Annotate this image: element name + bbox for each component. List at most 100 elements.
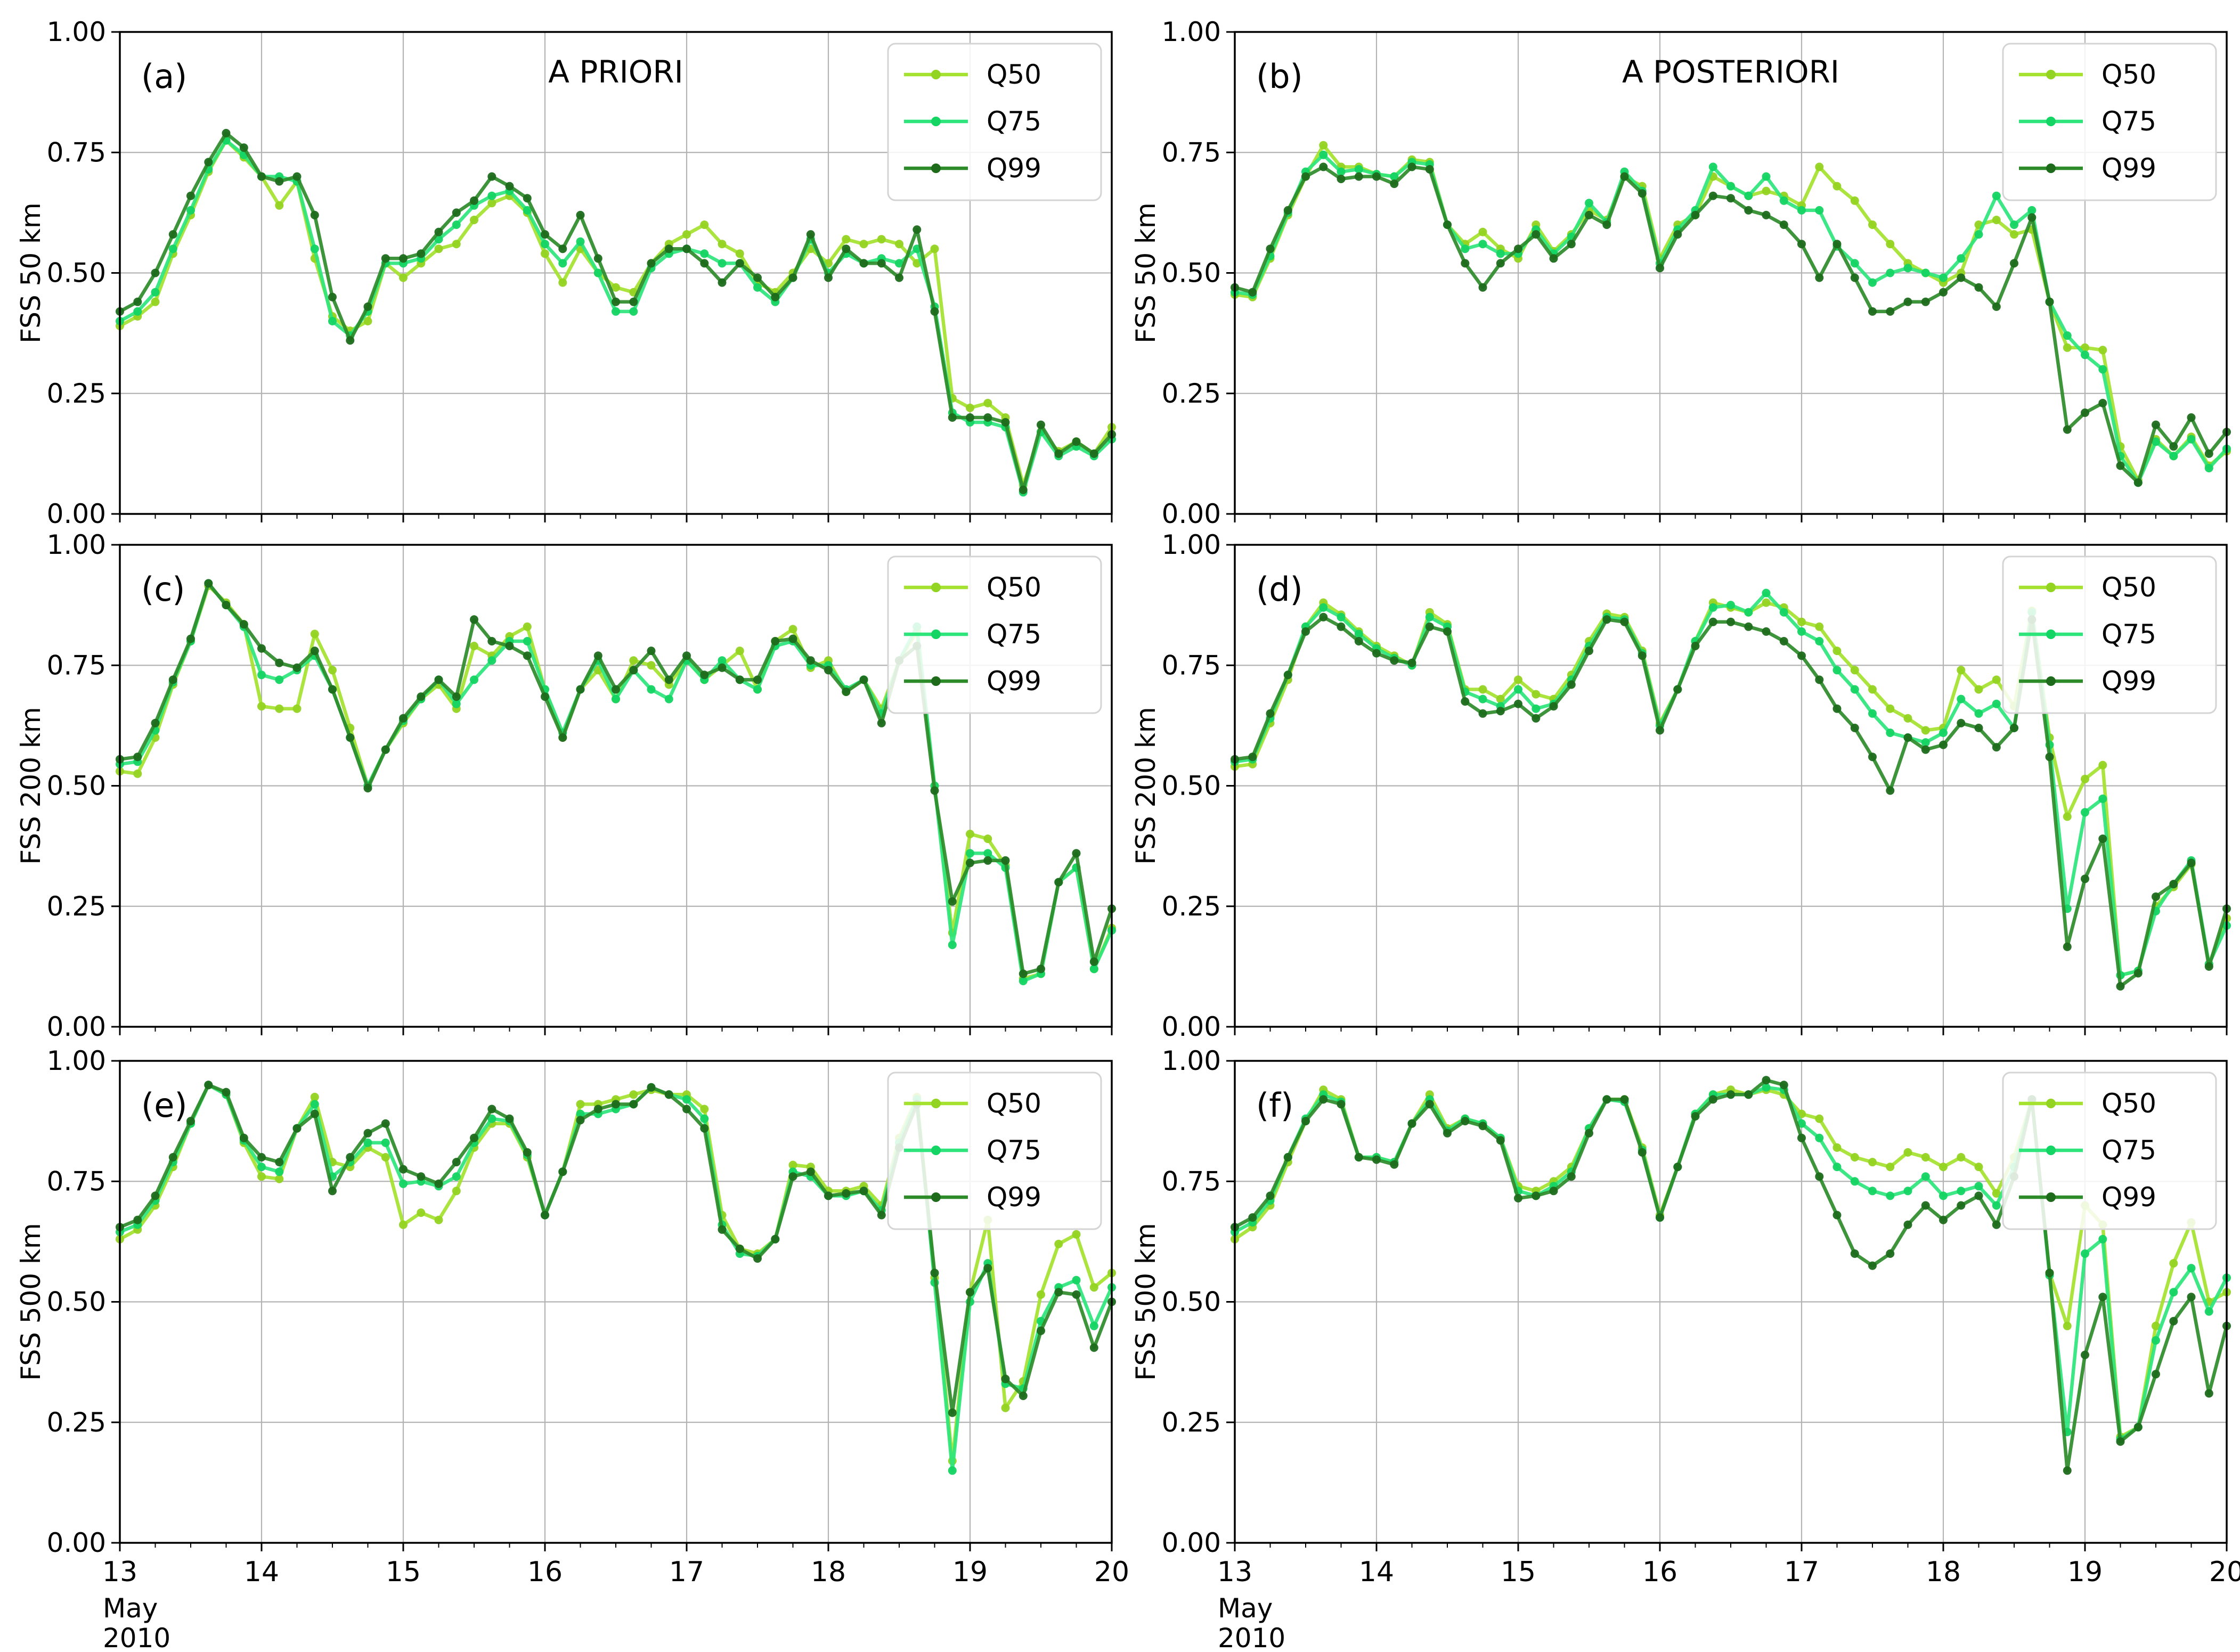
data-point <box>1957 666 1966 675</box>
data-point <box>2010 723 2018 732</box>
data-point <box>1673 685 1682 694</box>
data-point <box>1779 637 1788 645</box>
data-point <box>1514 699 1522 708</box>
data-point <box>806 230 815 239</box>
data-point <box>948 897 957 906</box>
data-point <box>1567 680 1576 689</box>
data-point <box>664 694 673 704</box>
data-point <box>204 1081 213 1090</box>
data-point <box>399 714 408 723</box>
data-point <box>523 651 532 660</box>
data-point <box>1957 1153 1966 1162</box>
data-point <box>2133 969 2143 978</box>
data-point <box>1283 1153 1292 1162</box>
data-point <box>1691 642 1700 650</box>
data-point <box>1992 675 2001 684</box>
data-point <box>558 244 567 253</box>
data-point <box>1797 627 1806 636</box>
data-point <box>735 675 744 684</box>
x-tick-label: 18 <box>1926 1556 1961 1588</box>
data-point <box>1496 249 1505 258</box>
data-point <box>895 273 903 282</box>
data-point <box>363 1138 372 1147</box>
data-point <box>1019 977 1028 985</box>
data-point <box>1762 186 1771 195</box>
data-point <box>1762 210 1771 219</box>
data-point <box>1797 617 1806 626</box>
data-point <box>1762 627 1771 636</box>
data-point <box>2027 213 2037 222</box>
legend-box <box>2002 1072 2217 1230</box>
data-point <box>2098 1234 2107 1244</box>
data-point <box>1762 1083 1771 1092</box>
data-point <box>1620 172 1629 181</box>
data-point <box>1001 856 1010 865</box>
y-tick-label: 0.75 <box>47 137 106 168</box>
data-point <box>647 1083 656 1092</box>
data-point <box>1638 189 1647 198</box>
data-point <box>1957 718 1966 727</box>
data-point <box>222 1087 231 1097</box>
data-point <box>1939 729 1948 737</box>
data-point <box>842 244 851 253</box>
data-point <box>682 230 691 239</box>
legend-label: Q50 <box>987 572 1041 603</box>
y-tick-label: 0.50 <box>47 1287 106 1318</box>
data-point <box>1425 1100 1434 1109</box>
data-point <box>1868 709 1877 718</box>
data-point <box>1478 685 1487 694</box>
data-point <box>1248 753 1257 762</box>
data-point <box>1425 612 1434 621</box>
data-point <box>647 259 656 268</box>
data-point <box>1868 1261 1877 1270</box>
data-point <box>2152 1336 2160 1345</box>
series-Q75-line <box>1233 153 2229 485</box>
x-tick-label: 13 <box>102 1556 137 1588</box>
data-point <box>1974 685 1983 694</box>
y-tick-label: 0.75 <box>1162 137 1221 168</box>
panel-c-grid <box>120 545 1112 1027</box>
data-point <box>629 307 638 316</box>
data-point <box>1301 1117 1310 1126</box>
data-point <box>328 1187 337 1196</box>
data-point <box>859 259 868 268</box>
data-point <box>1832 240 1842 249</box>
data-point <box>1602 615 1611 624</box>
data-point <box>1832 1143 1842 1152</box>
data-point <box>505 1114 514 1123</box>
data-point <box>1886 786 1895 795</box>
data-point <box>1585 210 1593 219</box>
data-point <box>1407 162 1416 171</box>
panel-letter: (d) <box>1256 570 1303 609</box>
data-point <box>913 225 922 234</box>
data-point <box>1708 162 1717 171</box>
data-point <box>1390 172 1399 181</box>
data-point <box>1850 196 1859 205</box>
data-point <box>470 615 478 624</box>
data-point <box>168 244 177 253</box>
data-point <box>1496 259 1505 268</box>
data-point <box>452 692 461 701</box>
data-point <box>1797 651 1806 660</box>
panel-d-ticks <box>1226 544 2228 1035</box>
data-point <box>310 210 319 219</box>
data-point <box>1054 878 1063 887</box>
data-point <box>629 297 638 306</box>
data-point <box>292 172 302 181</box>
data-point <box>275 704 284 713</box>
data-point <box>788 1160 797 1170</box>
data-point <box>1301 172 1310 181</box>
data-point <box>1921 745 1930 754</box>
data-point <box>1089 449 1098 458</box>
legend-marker <box>2046 676 2056 686</box>
data-point <box>1832 1163 1842 1172</box>
data-point <box>718 656 727 665</box>
data-point <box>2081 343 2089 352</box>
data-point <box>1266 244 1275 253</box>
data-point <box>505 182 514 191</box>
data-point <box>1319 150 1328 159</box>
data-point <box>1939 1191 1948 1200</box>
data-point <box>771 292 780 301</box>
legend-label: Q75 <box>2101 619 2156 650</box>
legend-label: Q75 <box>987 619 1041 650</box>
